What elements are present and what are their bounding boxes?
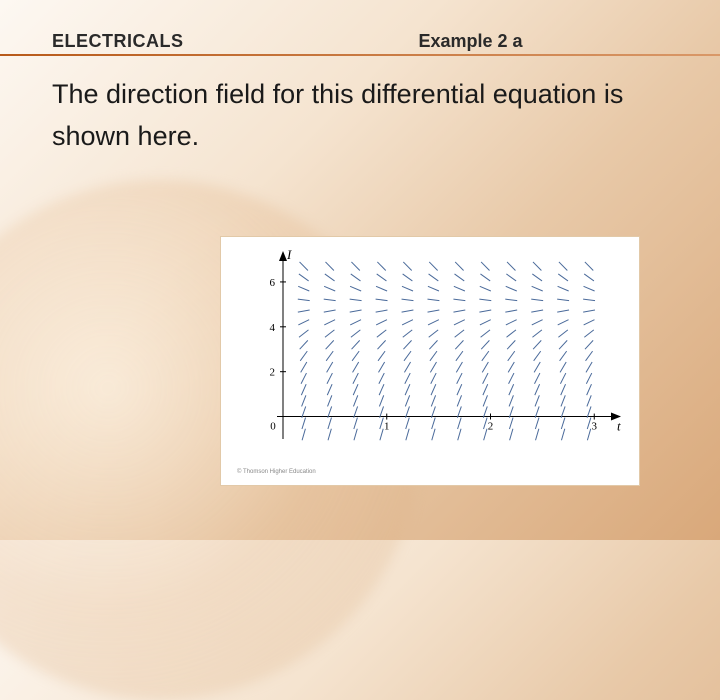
header-rule [0,54,720,56]
header-right-title: Example 2 a [419,31,523,52]
svg-text:0: 0 [270,421,276,433]
body-text: The direction field for this differentia… [52,74,668,158]
svg-text:3: 3 [592,421,598,433]
svg-text:2: 2 [488,421,494,433]
header-left-title: ELECTRICALS [52,31,184,52]
direction-field-plot: 0 1 2 3 2 4 6 It [233,245,629,465]
svg-text:6: 6 [270,277,276,289]
svg-text:t: t [617,419,621,434]
svg-text:I: I [286,247,292,262]
svg-text:2: 2 [270,367,276,379]
svg-text:1: 1 [384,421,390,433]
slide-header: ELECTRICALS Example 2 a [52,26,668,56]
figure-inner: 0 1 2 3 2 4 6 It © Thomson Higher Education [229,245,631,477]
svg-text:4: 4 [270,322,276,334]
figure-container: 0 1 2 3 2 4 6 It © Thomson Higher Education [220,236,640,486]
figure-copyright: © Thomson Higher Education [237,469,316,475]
